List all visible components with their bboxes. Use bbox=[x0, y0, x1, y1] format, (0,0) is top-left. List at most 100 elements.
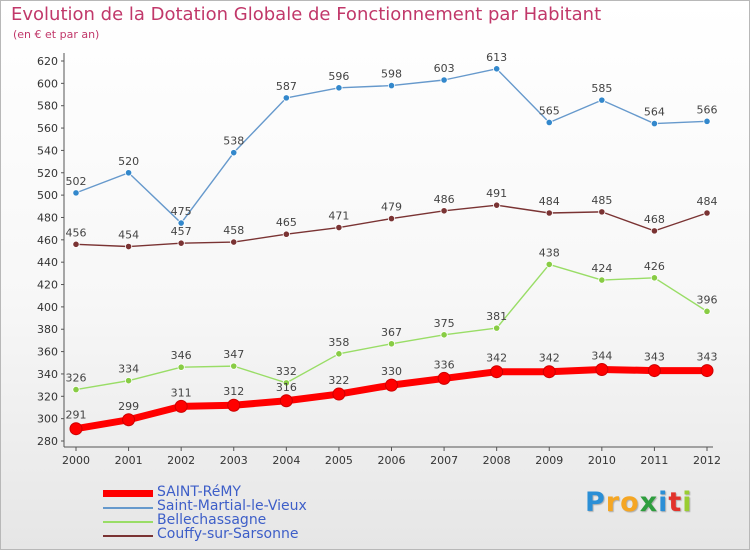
data-point-saint-martial-le-vieux bbox=[124, 169, 133, 177]
data-point-couffy-sur-sarsonne bbox=[282, 230, 290, 238]
data-label-bellechassagne: 346 bbox=[171, 349, 192, 362]
y-tick-label: 460 bbox=[37, 234, 58, 247]
data-point-saint-r-my bbox=[122, 413, 136, 427]
data-point-saint-r-my bbox=[490, 365, 504, 379]
data-point-saint-r-my bbox=[332, 387, 346, 401]
legend-item-bellechassagne: Bellechassagne bbox=[103, 512, 423, 528]
data-point-couffy-sur-sarsonne bbox=[493, 201, 501, 209]
data-point-saint-martial-le-vieux bbox=[282, 94, 290, 102]
data-label-saint-r-my: 343 bbox=[644, 351, 665, 364]
data-label-saint-r-my: 291 bbox=[66, 409, 87, 422]
data-label-saint-martial-le-vieux: 538 bbox=[223, 135, 244, 148]
legend-item-saint-r-my: SAINT-RéMY bbox=[103, 484, 423, 500]
data-label-saint-r-my: 342 bbox=[486, 352, 507, 365]
y-tick-label: 380 bbox=[37, 323, 58, 336]
y-tick-label: 360 bbox=[37, 346, 58, 359]
data-label-saint-r-my: 312 bbox=[223, 385, 244, 398]
chart-subtitle: (en € et par an) bbox=[13, 28, 100, 41]
data-point-saint-martial-le-vieux bbox=[335, 84, 343, 92]
legend-label: Couffy-sur-Sarsonne bbox=[157, 526, 299, 542]
data-label-couffy-sur-sarsonne: 465 bbox=[276, 216, 297, 229]
y-tick-label: 580 bbox=[37, 100, 58, 113]
data-point-couffy-sur-sarsonne bbox=[440, 207, 448, 215]
data-point-saint-martial-le-vieux bbox=[440, 76, 448, 84]
logo-letter: P bbox=[585, 487, 606, 518]
data-point-bellechassagne bbox=[335, 350, 343, 358]
data-point-couffy-sur-sarsonne bbox=[387, 214, 396, 223]
data-point-bellechassagne bbox=[177, 363, 185, 371]
data-point-bellechassagne bbox=[72, 385, 80, 394]
data-label-couffy-sur-sarsonne: 458 bbox=[223, 224, 244, 237]
data-label-bellechassagne: 334 bbox=[118, 363, 139, 376]
data-label-bellechassagne: 426 bbox=[644, 260, 665, 273]
data-point-saint-r-my bbox=[174, 399, 188, 413]
x-tick-label: 2008 bbox=[483, 454, 511, 467]
x-tick-label: 2004 bbox=[272, 454, 300, 467]
data-label-couffy-sur-sarsonne: 468 bbox=[644, 213, 665, 226]
y-tick-label: 280 bbox=[37, 435, 58, 448]
y-tick-label: 400 bbox=[37, 301, 58, 314]
data-label-saint-r-my: 344 bbox=[591, 349, 612, 362]
legend-swatch bbox=[103, 490, 153, 497]
data-label-bellechassagne: 367 bbox=[381, 326, 402, 339]
legend-label: Bellechassagne bbox=[157, 512, 267, 528]
data-point-bellechassagne bbox=[387, 340, 396, 348]
data-label-couffy-sur-sarsonne: 479 bbox=[381, 201, 402, 214]
legend-swatch bbox=[103, 507, 153, 509]
y-tick-label: 540 bbox=[37, 144, 58, 157]
logo-letter: i bbox=[682, 487, 693, 518]
legend-swatch bbox=[103, 535, 153, 537]
chart-title: Evolution de la Dotation Globale de Fonc… bbox=[11, 4, 602, 25]
data-point-bellechassagne bbox=[703, 307, 711, 315]
data-point-couffy-sur-sarsonne bbox=[598, 208, 606, 216]
data-point-saint-r-my bbox=[542, 365, 556, 379]
data-label-couffy-sur-sarsonne: 454 bbox=[118, 229, 139, 242]
data-point-saint-r-my bbox=[227, 398, 241, 412]
data-label-saint-r-my: 322 bbox=[328, 374, 349, 387]
data-label-bellechassagne: 375 bbox=[434, 317, 455, 330]
x-tick-label: 2001 bbox=[115, 454, 143, 467]
data-label-saint-r-my: 299 bbox=[118, 400, 139, 413]
data-label-bellechassagne: 438 bbox=[539, 246, 560, 259]
data-label-saint-r-my: 336 bbox=[434, 358, 455, 371]
data-label-couffy-sur-sarsonne: 457 bbox=[171, 225, 192, 238]
data-label-bellechassagne: 358 bbox=[328, 336, 349, 349]
data-point-couffy-sur-sarsonne bbox=[177, 239, 185, 247]
data-label-saint-r-my: 311 bbox=[171, 386, 192, 399]
data-label-bellechassagne: 347 bbox=[223, 348, 244, 361]
chart-legend: SAINT-RéMY Saint-Martial-le-Vieux Bellecha… bbox=[103, 484, 423, 542]
data-point-bellechassagne bbox=[598, 276, 606, 284]
data-point-couffy-sur-sarsonne bbox=[335, 223, 343, 232]
data-point-saint-martial-le-vieux bbox=[387, 81, 396, 90]
x-tick-label: 2005 bbox=[325, 454, 353, 467]
data-label-couffy-sur-sarsonne: 471 bbox=[328, 210, 349, 223]
data-label-saint-martial-le-vieux: 520 bbox=[118, 155, 139, 168]
logo-letter: o bbox=[620, 487, 640, 518]
data-label-saint-martial-le-vieux: 564 bbox=[644, 106, 665, 119]
data-point-bellechassagne bbox=[282, 379, 290, 387]
data-label-saint-martial-le-vieux: 603 bbox=[434, 62, 455, 75]
y-tick-label: 520 bbox=[37, 167, 58, 180]
logo-letter: r bbox=[605, 487, 621, 518]
data-label-saint-martial-le-vieux: 598 bbox=[381, 68, 402, 81]
data-label-saint-martial-le-vieux: 596 bbox=[328, 70, 349, 83]
y-tick-label: 620 bbox=[37, 55, 58, 68]
data-point-bellechassagne bbox=[230, 362, 238, 370]
data-point-couffy-sur-sarsonne bbox=[72, 240, 80, 248]
data-label-saint-r-my: 343 bbox=[697, 351, 718, 364]
data-point-bellechassagne bbox=[650, 274, 659, 282]
data-point-saint-r-my bbox=[700, 364, 714, 378]
data-label-couffy-sur-sarsonne: 486 bbox=[434, 193, 455, 206]
data-label-saint-martial-le-vieux: 585 bbox=[591, 82, 612, 95]
data-point-saint-r-my bbox=[437, 371, 451, 385]
data-label-saint-martial-le-vieux: 502 bbox=[66, 175, 87, 188]
data-point-saint-r-my bbox=[595, 362, 609, 376]
x-tick-label: 2007 bbox=[430, 454, 458, 467]
logo-letter: x bbox=[639, 487, 659, 518]
y-tick-label: 420 bbox=[37, 279, 58, 292]
data-point-bellechassagne bbox=[545, 260, 553, 269]
x-tick-label: 2002 bbox=[167, 454, 195, 467]
x-tick-label: 2011 bbox=[640, 454, 668, 467]
x-tick-label: 2012 bbox=[693, 454, 721, 467]
